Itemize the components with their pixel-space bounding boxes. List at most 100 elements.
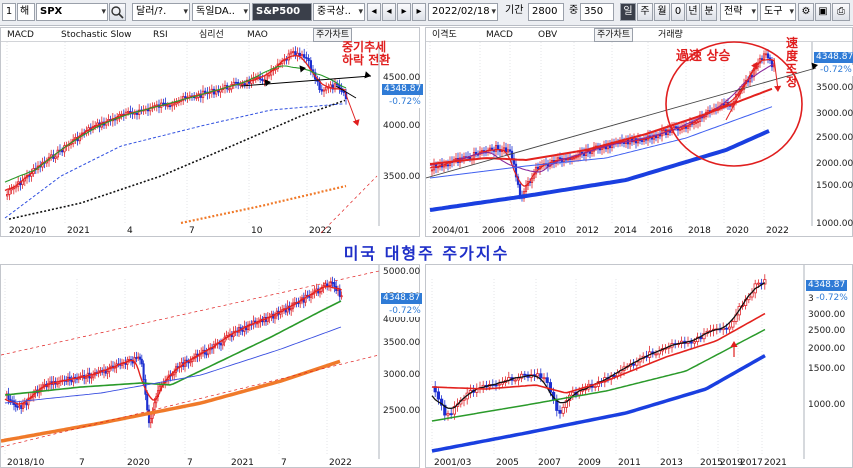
bl-ma-orange-line: [1, 359, 341, 443]
currency-select[interactable]: 달러/?.: [132, 3, 190, 21]
unit-year-button[interactable]: 년: [686, 3, 700, 21]
tr-ma-mid-line: [429, 63, 775, 173]
tl-trend-arrow: [264, 79, 271, 87]
period-unit[interactable]: 해: [17, 3, 35, 21]
tab-macd-2[interactable]: MACD: [486, 30, 513, 40]
period-value-input[interactable]: 2800: [528, 3, 564, 21]
nav-prev-icon[interactable]: ◂: [382, 3, 396, 21]
bl-channel-upper: [1, 270, 380, 356]
tl-candle: [232, 81, 236, 85]
bl-candle: [72, 376, 75, 383]
tab-volume[interactable]: 거래량: [658, 30, 683, 40]
tab-mao[interactable]: MAO: [247, 30, 268, 40]
settings-icon[interactable]: ⚙: [798, 3, 814, 21]
index-tab-sp500[interactable]: S&P500: [252, 3, 312, 21]
unit-minute-button[interactable]: 분: [701, 3, 717, 21]
tr-candle: [600, 147, 604, 150]
br-candle: [494, 384, 498, 387]
price-chart-canvas[interactable]: 2020/10 2021 4 7 10 2022 4500.00 4000.00 3500.00: [1, 28, 421, 238]
market-select[interactable]: 독일DA..: [192, 3, 250, 21]
tab-price-chart[interactable]: 주가차트: [313, 28, 353, 42]
nav-first-icon[interactable]: ◂: [367, 3, 381, 21]
tr-candle: [500, 150, 504, 153]
bl-candle: [246, 324, 250, 330]
chart-panel-spx-longterm[interactable]: 이격도 MACD OBV 주가차트 거래량 2004/01 2006 2008 201…: [425, 27, 853, 237]
bl-candle: [138, 356, 142, 360]
tr-candle: [750, 75, 754, 78]
tr-candle: [764, 53, 768, 56]
tab-psychology-line[interactable]: 심리선: [199, 30, 224, 40]
bl-candle: [14, 404, 17, 407]
br-x-label: 2005: [496, 458, 519, 468]
bl-x-label: 2021: [231, 458, 254, 468]
chart-panel-spx-monthly[interactable]: 2001/03 2005 2007 2009 2011 2013 2015 2017 2019 2…: [425, 264, 853, 468]
tab-stochastic-slow[interactable]: Stochastic Slow: [61, 30, 132, 40]
tab-obv[interactable]: OBV: [538, 30, 558, 40]
count-value-input[interactable]: 350: [580, 3, 614, 21]
bl-candle: [92, 374, 95, 378]
bl-x-label: 2022: [329, 458, 352, 468]
save-icon[interactable]: ▣: [815, 3, 831, 21]
tr-rise-arrow-line: [725, 63, 757, 121]
tr-x-label: 2014: [614, 226, 637, 236]
toolbar: 1 해 SPX 달러/?. 독일DA.. S&P500 중국상.. ◂ ◂ ▸ …: [0, 0, 853, 26]
strategy-menu[interactable]: 전략: [720, 3, 758, 21]
indicator-tab-bar: MACD Stochastic Slow RSI 심리선 MAO 주가차트: [1, 28, 419, 42]
bl-candle: [241, 329, 244, 332]
date-picker[interactable]: 2022/02/18: [428, 3, 498, 21]
bl-candle: [304, 294, 307, 303]
tr-support-line: [426, 67, 817, 179]
tr-ma-thin-blue-line: [429, 106, 773, 179]
tl-candle: [241, 83, 244, 86]
unit-zero-button[interactable]: 0: [671, 3, 685, 21]
lock-toggle[interactable]: 1: [2, 3, 16, 21]
tab-disparity[interactable]: 이격도: [432, 30, 457, 40]
tr-candle: [658, 134, 662, 137]
nav-next-icon[interactable]: ▸: [397, 3, 411, 21]
tl-candle: [170, 104, 174, 107]
tl-trend-arrow: [299, 65, 306, 73]
bl-x-label: 7: [79, 458, 85, 468]
tr-candle: [558, 157, 562, 160]
tl-candle: [8, 189, 11, 195]
tl-dashed-channel: [320, 175, 378, 234]
tab-price-chart-2[interactable]: 주가차트: [594, 28, 634, 42]
chart-panel-spx-3y[interactable]: 2018/107202072021720225000.004500.004000…: [0, 264, 423, 468]
symbol-input[interactable]: SPX: [36, 3, 108, 21]
search-icon[interactable]: [109, 3, 126, 21]
print-icon[interactable]: ⎙: [832, 3, 850, 21]
bl-candle: [232, 331, 235, 338]
bl-ma-green-line: [4, 300, 342, 396]
unit-week-button[interactable]: 주: [637, 3, 653, 21]
tl-candle: [243, 83, 247, 86]
tools-menu[interactable]: 도구: [760, 3, 796, 21]
br-ma-blue-line: [431, 354, 766, 453]
unit-month-button[interactable]: 월: [654, 3, 670, 21]
bl-x-label: 2020: [127, 458, 150, 468]
nav-last-icon[interactable]: ▸: [412, 3, 426, 21]
tl-trend-line: [240, 75, 372, 87]
tl-candle: [331, 84, 335, 90]
unit-day-button[interactable]: 일: [620, 3, 636, 21]
br-x-label: 2009: [578, 458, 601, 468]
tl-candle: [135, 112, 139, 115]
bl-scale-label: 3000.00: [383, 370, 420, 380]
tab-macd[interactable]: MACD: [7, 30, 34, 40]
chart-panel-spx-daily[interactable]: MACD Stochastic Slow RSI 심리선 MAO 주가차트 20…: [0, 27, 424, 238]
last-price-badge-4: 4348.87: [806, 280, 848, 291]
tl-candle: [61, 150, 64, 153]
bl-candle: [187, 361, 190, 364]
br-candle: [446, 413, 450, 416]
tr-candle: [702, 116, 706, 119]
bl-scale-label: 2500.00: [383, 406, 420, 416]
tr-candle: [640, 140, 644, 142]
tl-candle: [203, 90, 207, 94]
br-scale-label: 2500.00: [808, 326, 845, 336]
price-chart-canvas-2[interactable]: 2004/01 2006 2008 2010 2012 2014 2016 2018 2020 2…: [426, 28, 853, 238]
price-chart-canvas-3[interactable]: 2018/107202072021720225000.004500.004000…: [1, 265, 421, 468]
index-tab-china[interactable]: 중국상..: [313, 3, 365, 21]
tab-rsi[interactable]: RSI: [153, 30, 168, 40]
annotation-speed-adjustment: 速度조정: [786, 36, 799, 89]
bl-candle: [318, 290, 322, 294]
